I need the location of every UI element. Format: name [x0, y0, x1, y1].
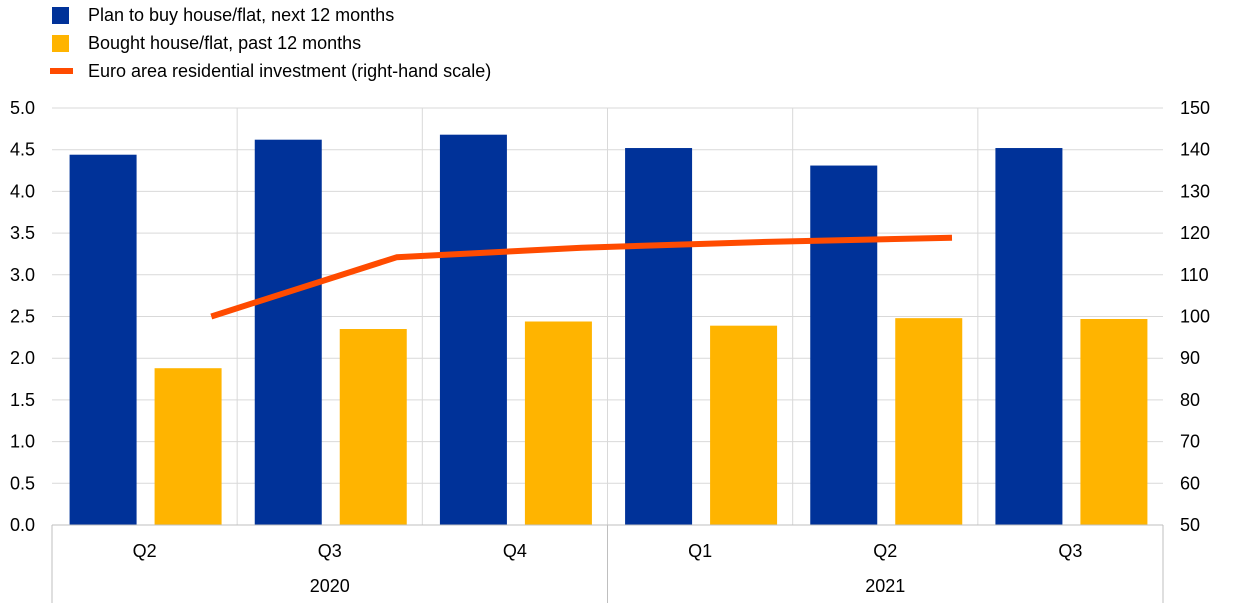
x-tick-label: Q2	[133, 541, 157, 561]
bar	[439, 134, 507, 526]
legend-swatch	[52, 35, 69, 52]
x-tick-label: Q1	[688, 541, 712, 561]
bars	[69, 134, 1148, 526]
right-axis-ticks: 50 60 70 80 90 100 110 120 130 140 150	[1180, 98, 1210, 535]
y-right-tick-label: 70	[1180, 432, 1200, 452]
y-left-tick-label: 4.5	[10, 140, 35, 160]
bar	[625, 148, 693, 526]
y-left-tick-label: 2.0	[10, 348, 35, 368]
y-left-tick-label: 1.5	[10, 390, 35, 410]
bar	[710, 325, 778, 525]
y-right-tick-label: 80	[1180, 390, 1200, 410]
y-right-tick-label: 150	[1180, 98, 1210, 118]
y-left-tick-label: 3.0	[10, 265, 35, 285]
y-right-tick-label: 50	[1180, 515, 1200, 535]
y-left-tick-label: 3.5	[10, 223, 35, 243]
x-tick-label: Q2	[873, 541, 897, 561]
x-group-label: 2020	[310, 576, 350, 596]
y-right-tick-label: 130	[1180, 181, 1210, 201]
y-left-tick-label: 4.0	[10, 181, 35, 201]
x-tick-label: Q3	[1058, 541, 1082, 561]
legend-swatch	[52, 7, 69, 24]
bar	[995, 148, 1063, 526]
legend-label: Plan to buy house/flat, next 12 months	[88, 5, 394, 25]
bar	[810, 165, 878, 525]
left-axis-ticks: 0.0 0.5 1.0 1.5 2.0 2.5 3.0 3.5 4.0 4.5 5.0	[10, 98, 35, 535]
y-left-tick-label: 2.5	[10, 307, 35, 327]
bar	[69, 154, 137, 526]
x-group-label: 2021	[865, 576, 905, 596]
legend-swatch	[50, 68, 73, 74]
x-axis: Q2 Q3 Q4 Q1 Q2 Q3 2020 2021	[51, 524, 1164, 603]
y-left-tick-label: 0.5	[10, 473, 35, 493]
line-series-path	[210, 234, 953, 320]
legend-label: Bought house/flat, past 12 months	[88, 33, 361, 53]
bar	[154, 368, 222, 525]
y-right-tick-label: 60	[1180, 473, 1200, 493]
bar	[524, 321, 592, 525]
y-left-tick-label: 0.0	[10, 515, 35, 535]
category-separators	[236, 108, 979, 525]
bar	[895, 318, 963, 525]
y-right-tick-label: 140	[1180, 140, 1210, 160]
x-tick-label: Q3	[318, 541, 342, 561]
y-right-tick-label: 100	[1180, 307, 1210, 327]
y-left-tick-label: 5.0	[10, 98, 35, 118]
line-series	[210, 234, 953, 320]
bar	[254, 139, 322, 525]
x-tick-label: Q4	[503, 541, 527, 561]
y-right-tick-label: 110	[1180, 265, 1209, 285]
bar	[339, 329, 407, 525]
y-right-tick-label: 120	[1180, 223, 1210, 243]
legend: Plan to buy house/flat, next 12 months Bo…	[50, 5, 491, 81]
legend-label: Euro area residential investment (right-…	[88, 61, 491, 81]
y-right-tick-label: 90	[1180, 348, 1200, 368]
bar	[1080, 319, 1148, 525]
y-left-tick-label: 1.0	[10, 432, 35, 452]
